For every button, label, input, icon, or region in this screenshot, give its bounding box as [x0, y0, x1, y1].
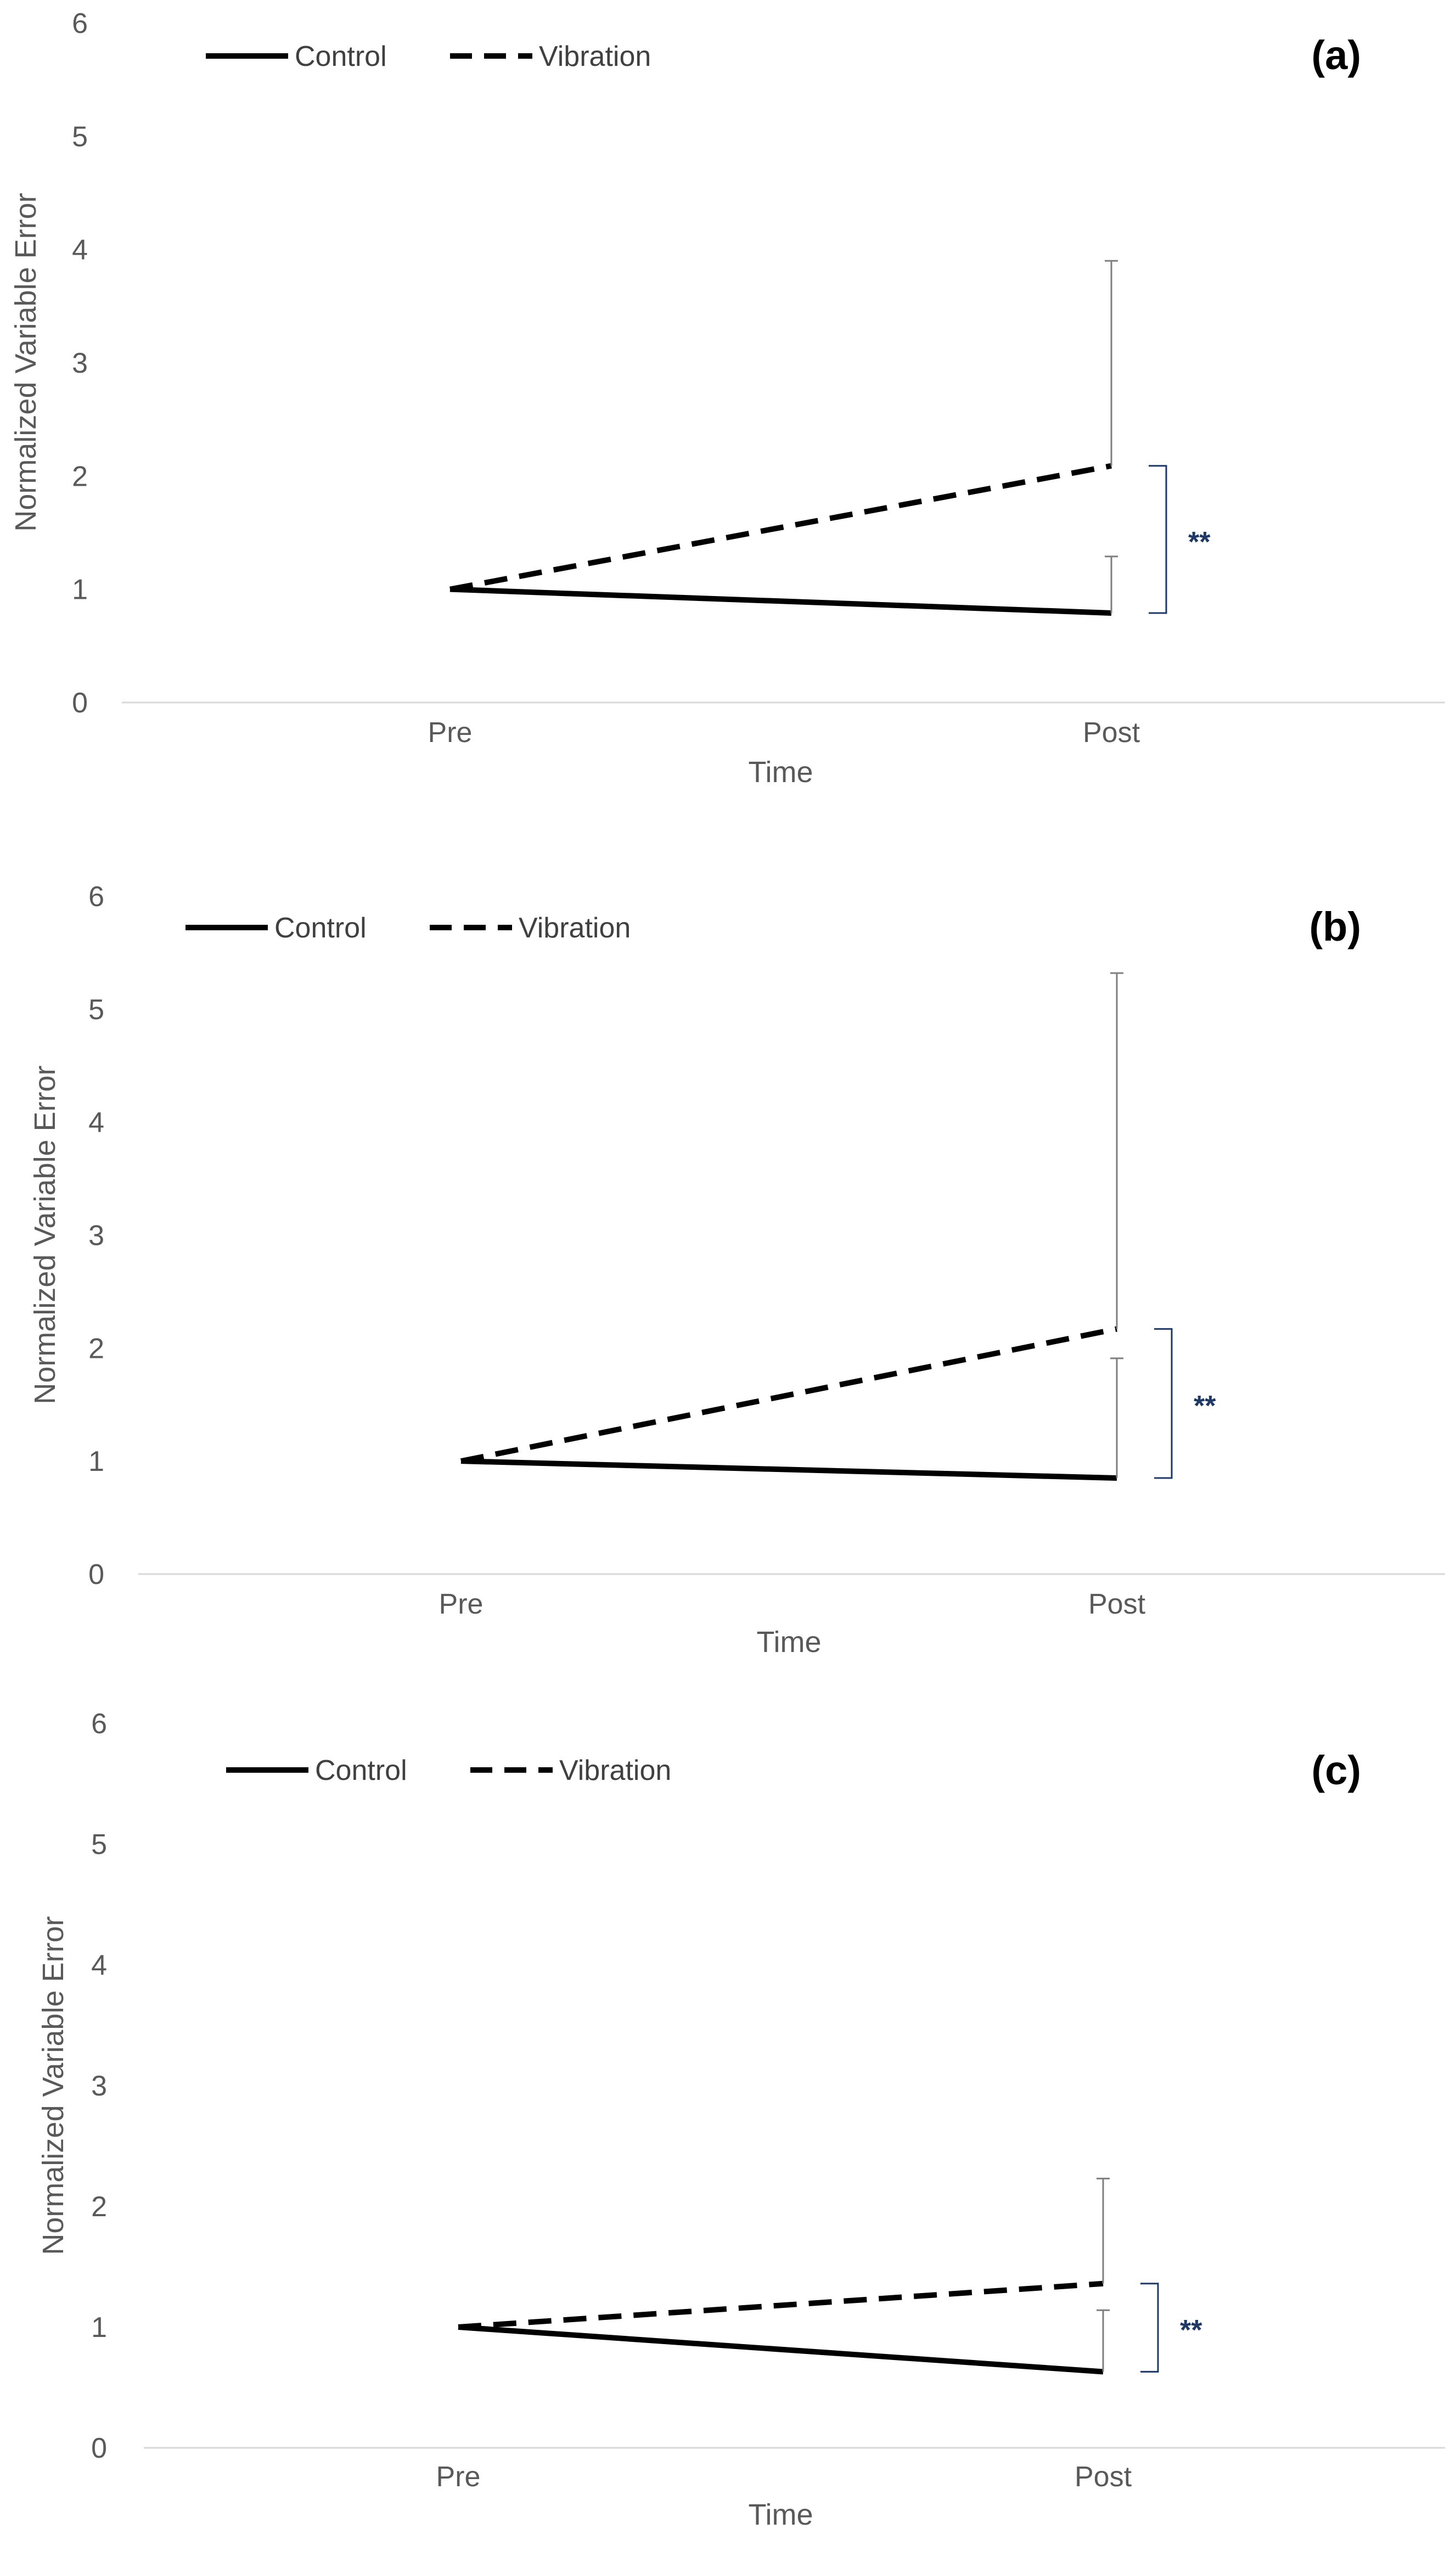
- legend-label-control: Control: [295, 41, 387, 72]
- y-tick-label: 3: [91, 2070, 107, 2102]
- series-line-vibration: [458, 2280, 1104, 2330]
- y-tick-label: 5: [91, 1829, 107, 1861]
- x-axis-title: Time: [757, 1626, 822, 1659]
- legend-label-vibration: Vibration: [519, 912, 631, 944]
- y-tick-label: 4: [72, 234, 88, 266]
- x-tick-label-post: Post: [1088, 1588, 1146, 1620]
- y-tick-label: 6: [72, 8, 88, 40]
- legend-label-vibration: Vibration: [539, 41, 651, 72]
- series-line-control: [449, 586, 1112, 616]
- significance-label: **: [1188, 526, 1211, 558]
- y-tick-label: 2: [91, 2191, 107, 2223]
- series-line-vibration: [460, 1326, 1117, 1464]
- y-tick-label: 6: [88, 881, 104, 913]
- legend-label-control: Control: [274, 912, 367, 944]
- series-line-control: [460, 1458, 1117, 1481]
- y-tick-label: 4: [91, 1949, 107, 1981]
- y-tick-label: 4: [88, 1107, 104, 1139]
- y-tick-label: 5: [72, 121, 88, 153]
- x-tick-label-pre: Pre: [428, 717, 473, 749]
- legend-label-vibration: Vibration: [559, 1755, 671, 1786]
- y-tick-label: 0: [72, 687, 88, 719]
- x-tick-label-pre: Pre: [436, 2461, 481, 2493]
- significance-bracket: [1154, 1328, 1173, 1479]
- y-tick-label: 0: [88, 1559, 104, 1591]
- legend-label-control: Control: [315, 1755, 407, 1786]
- y-axis-title: Normalized Variable Error: [29, 1065, 61, 1404]
- y-tick-label: 2: [88, 1333, 104, 1364]
- significance-label: **: [1194, 1390, 1216, 1422]
- y-tick-label: 5: [88, 994, 104, 1026]
- x-tick-label-post: Post: [1075, 2461, 1132, 2493]
- x-tick-label-post: Post: [1083, 717, 1140, 749]
- panel-label: (a): [1312, 32, 1361, 78]
- y-tick-label: 6: [91, 1708, 107, 1740]
- y-tick-label: 2: [72, 460, 88, 492]
- significance-label: **: [1180, 2314, 1202, 2346]
- y-axis-title: Normalized Variable Error: [37, 1916, 70, 2255]
- y-tick-label: 3: [88, 1220, 104, 1252]
- panel-label: (b): [1309, 904, 1362, 949]
- y-tick-label: 0: [91, 2432, 107, 2464]
- series-line-control: [458, 2324, 1104, 2375]
- panel-label: (c): [1312, 1748, 1361, 1793]
- y-tick-label: 3: [72, 347, 88, 379]
- y-tick-label: 1: [72, 574, 88, 606]
- y-axis-title: Normalized Variable Error: [9, 193, 42, 531]
- series-line-vibration: [449, 463, 1112, 592]
- significance-bracket: [1149, 465, 1167, 614]
- significance-bracket: [1140, 2283, 1159, 2373]
- x-tick-label-pre: Pre: [439, 1588, 484, 1620]
- x-axis-title: Time: [749, 756, 813, 789]
- y-tick-label: 1: [88, 1446, 104, 1477]
- x-axis-title: Time: [749, 2498, 813, 2531]
- y-tick-label: 1: [91, 2312, 107, 2344]
